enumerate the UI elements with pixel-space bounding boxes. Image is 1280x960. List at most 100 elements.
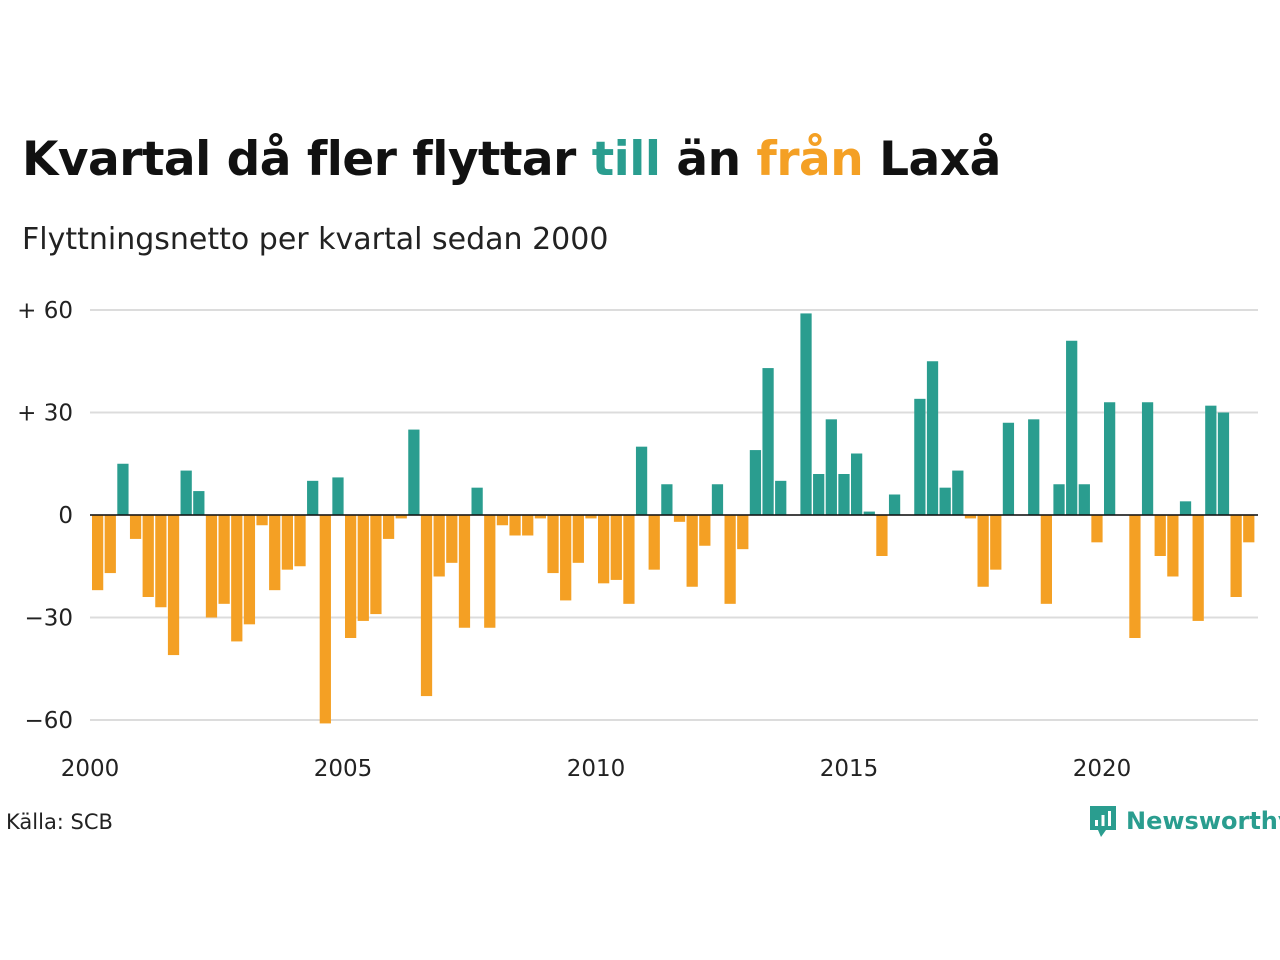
bar xyxy=(193,491,205,515)
bar xyxy=(1179,501,1192,515)
title-word-fran: från xyxy=(756,132,864,187)
source-note: Källa: SCB xyxy=(6,810,113,834)
bar xyxy=(661,484,673,515)
bar xyxy=(1129,515,1141,638)
bar xyxy=(332,477,344,515)
x-tick-label: 2000 xyxy=(61,756,120,782)
bar xyxy=(446,515,458,563)
bars xyxy=(92,313,1255,724)
bar xyxy=(370,515,382,615)
bar xyxy=(218,515,230,604)
bar xyxy=(1192,515,1204,621)
bar xyxy=(888,494,901,515)
bar xyxy=(345,515,357,638)
x-axis-ticks: 2000 2005 2010 2015 2020 xyxy=(61,756,1132,782)
bar xyxy=(1040,515,1052,604)
bar xyxy=(307,480,319,515)
bar xyxy=(598,515,610,584)
bar xyxy=(876,515,888,556)
bar xyxy=(813,474,825,515)
bar xyxy=(357,515,369,621)
bar xyxy=(863,511,875,515)
bar xyxy=(952,470,964,515)
bar xyxy=(408,429,420,515)
bar xyxy=(775,480,787,515)
bar xyxy=(838,474,850,515)
bar xyxy=(800,313,812,515)
bar xyxy=(104,515,116,574)
bar xyxy=(509,515,521,536)
bar xyxy=(142,515,154,597)
bar xyxy=(1230,515,1242,597)
bar xyxy=(243,515,256,625)
bar xyxy=(1104,402,1116,515)
bar xyxy=(825,419,837,515)
bar xyxy=(1078,484,1090,515)
bar xyxy=(610,515,622,580)
y-tick-label: + 30 xyxy=(17,401,73,427)
x-tick-label: 2005 xyxy=(314,756,373,782)
bar xyxy=(433,515,445,577)
bar xyxy=(1053,484,1065,515)
y-axis-ticks: + 60 + 30 0 −30 −60 xyxy=(17,298,73,734)
bar xyxy=(699,515,711,546)
chart-subtitle: Flyttningsnetto per kvartal sedan 2000 xyxy=(22,222,609,257)
y-tick-label: −60 xyxy=(24,708,73,734)
bar xyxy=(1243,515,1255,543)
title-part-3: än xyxy=(660,132,757,187)
bar xyxy=(458,515,471,628)
bar xyxy=(117,463,129,515)
newsworthy-logo-icon xyxy=(1090,806,1116,837)
brand-name: Newsworthy xyxy=(1126,807,1280,835)
bar xyxy=(926,361,939,515)
chart-title: Kvartal då fler flyttar till än från Lax… xyxy=(22,132,1001,187)
x-tick-label: 2015 xyxy=(820,756,879,782)
bar xyxy=(382,515,395,539)
bar xyxy=(686,515,698,587)
bar xyxy=(471,487,483,515)
bar xyxy=(1028,419,1040,515)
bar xyxy=(1205,405,1217,515)
bar xyxy=(939,487,951,515)
bar xyxy=(129,515,142,539)
y-tick-label: 0 xyxy=(58,503,73,529)
bar xyxy=(547,515,559,574)
bar xyxy=(395,515,407,519)
bar xyxy=(737,515,749,550)
bar xyxy=(256,515,268,526)
bar xyxy=(294,515,306,567)
bar xyxy=(319,515,331,724)
y-tick-label: + 60 xyxy=(17,298,73,324)
bar xyxy=(1154,515,1166,556)
bar xyxy=(762,368,774,515)
bar xyxy=(851,453,863,515)
bar xyxy=(155,515,167,608)
bar xyxy=(167,515,180,656)
title-part-1: Kvartal då fler flyttar xyxy=(22,132,592,187)
bar xyxy=(1167,515,1179,577)
bar xyxy=(1091,515,1103,543)
x-tick-label: 2020 xyxy=(1073,756,1132,782)
bar xyxy=(496,515,509,526)
bar xyxy=(1002,422,1015,515)
bar xyxy=(1141,402,1154,515)
bar xyxy=(484,515,496,628)
bar xyxy=(1066,340,1078,515)
y-tick-label: −30 xyxy=(24,606,73,632)
bar xyxy=(281,515,293,570)
bar xyxy=(269,515,281,591)
bar xyxy=(749,450,762,515)
x-tick-label: 2010 xyxy=(567,756,626,782)
bar xyxy=(205,515,218,618)
bar-chart: + 60 + 30 0 −30 −60 2000 2005 2010 2015 2020 xyxy=(17,298,1258,782)
brand-logo: Newsworthy xyxy=(1088,804,1280,838)
bar xyxy=(635,446,648,515)
bar xyxy=(648,515,660,570)
bar xyxy=(724,515,736,604)
title-part-5: Laxå xyxy=(863,132,1001,187)
bar xyxy=(977,515,989,587)
bar xyxy=(673,515,686,522)
title-word-till: till xyxy=(591,132,661,187)
bar xyxy=(180,470,192,515)
bar xyxy=(534,515,546,519)
